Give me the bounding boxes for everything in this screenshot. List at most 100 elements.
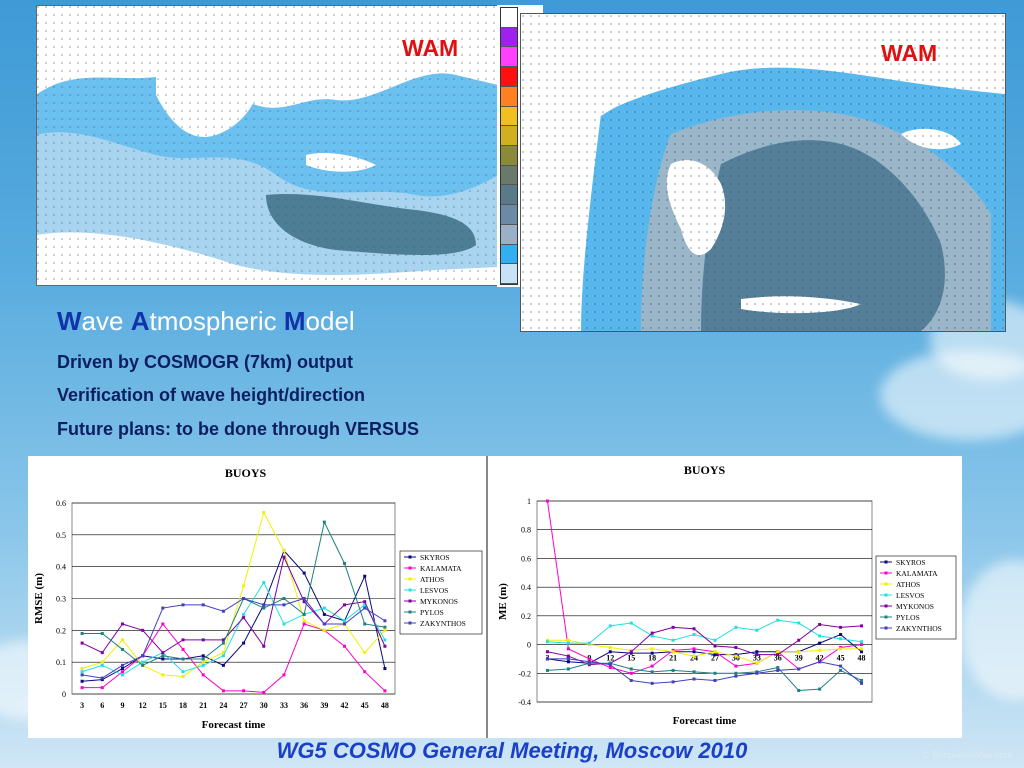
data-point [242,616,246,620]
y-tick-label: 0.2 [521,612,531,621]
data-point [650,651,654,655]
legend-label: ZAKYNTHOS [420,619,466,628]
x-tick-label: 6 [100,701,104,710]
data-point [692,677,696,681]
data-point [860,640,864,644]
data-point [100,660,104,664]
data-point [383,628,387,632]
legend-marker [884,582,888,586]
legend-label: LESVOS [420,586,448,595]
data-point [545,650,549,654]
legend-marker [408,610,412,614]
data-point [713,653,717,657]
y-tick-label: 0.4 [521,583,531,592]
data-point [242,612,246,616]
legend-box [399,550,483,635]
data-point [262,603,266,607]
data-point [221,609,225,613]
data-point [322,606,326,610]
y-tick-label: 1 [527,497,531,506]
data-point [201,660,205,664]
data-point [262,644,266,648]
data-point [221,689,225,693]
data-point [734,645,738,649]
colorbar-swatch [501,224,517,245]
data-point [181,603,185,607]
data-point [587,657,591,661]
title-initial-w: W [57,306,82,336]
data-point [818,634,822,638]
x-axis-label: Forecast time [673,715,737,727]
data-point [860,678,864,682]
data-point [302,619,306,623]
data-point [80,673,84,677]
me-chart-svg: BUOYS-0.4-0.200.20.40.60.813691215182124… [497,463,957,727]
title-initial-a: A [130,306,150,336]
y-tick-label: 0.5 [56,531,66,540]
x-tick-label: 15 [159,701,167,710]
credit-text: © TemplatesWise.com [922,750,1013,760]
data-point [343,561,347,565]
data-point [201,638,205,642]
x-tick-label: 48 [858,654,866,663]
data-point [545,668,549,672]
data-point [566,654,570,658]
x-tick-label: 33 [280,701,288,710]
data-point [282,673,286,677]
data-point [566,667,570,671]
data-point [363,622,367,626]
wam-label: WAM [881,40,938,66]
data-point [734,674,738,678]
series-line [547,639,862,664]
data-point [262,690,266,694]
data-point [650,681,654,685]
data-point [566,660,570,664]
rmse-chart: BUOYS 0 0.1 0.2 0.3 0.4 0.5 0.6 3 6 9 12 15 18 21 24 27 3… [28,456,486,738]
data-point [242,689,246,693]
legend-marker [408,599,412,603]
data-point [262,606,266,610]
data-point [818,641,822,645]
data-point [755,661,759,665]
legend-label: MYKONOS [896,602,934,611]
series-line [82,520,385,666]
y-tick-label: 0.2 [56,626,66,635]
data-point [608,645,612,649]
data-point [221,663,225,667]
data-point [839,637,843,641]
legend-label: MYKONOS [420,597,458,606]
data-point [776,618,780,622]
x-tick-label: 33 [753,654,761,663]
colorbar-swatch [501,146,517,166]
x-tick-label: 27 [711,654,719,663]
data-point [629,678,633,682]
title-initial-m: M [283,306,306,336]
x-tick-label: 18 [179,701,187,710]
series-line [81,511,386,678]
data-point [839,668,843,672]
data-point [242,584,246,588]
x-tick-label: 12 [139,701,147,710]
data-point [818,648,822,652]
data-point [161,606,165,610]
y-tick-label: 0.4 [56,563,66,572]
x-axis-label: Forecast time [202,719,266,731]
data-point [100,686,104,690]
data-point [343,603,347,607]
data-point [363,574,367,578]
x-tick-label: 21 [199,701,207,710]
colorbar-swatch [501,185,517,206]
data-point [671,668,675,672]
slide-title: Wave Atmospheric Model [57,306,355,337]
data-point [566,641,570,645]
colorbar-swatch [501,8,517,28]
data-point [692,654,696,658]
data-point [671,650,675,654]
x-tick-label: 24 [690,654,698,663]
data-point [302,597,306,600]
data-point [692,670,696,674]
data-point [587,641,591,645]
legend-label: SKYROS [420,553,450,562]
data-point [201,663,205,667]
data-point [608,650,612,654]
